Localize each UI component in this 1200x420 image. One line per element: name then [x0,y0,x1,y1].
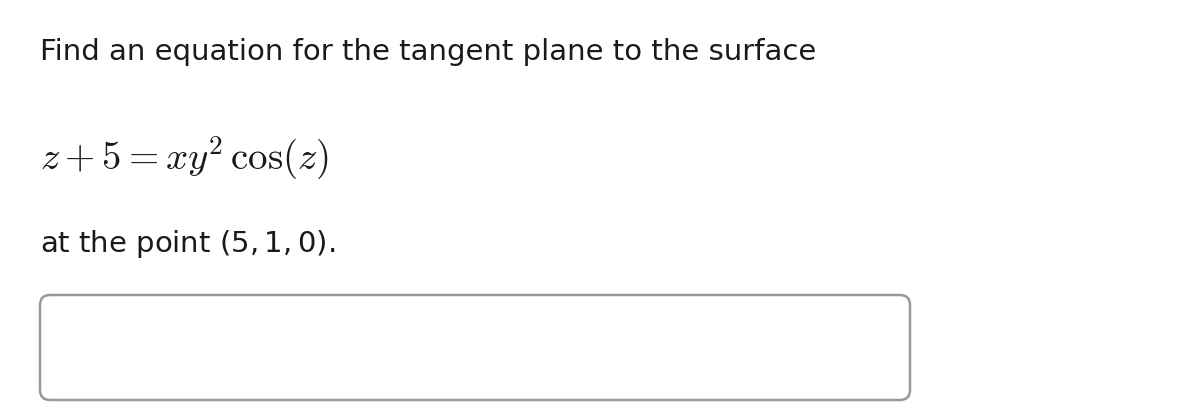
Text: $z + 5 = xy^2\,\mathrm{cos}(z)$: $z + 5 = xy^2\,\mathrm{cos}(z)$ [40,135,329,182]
FancyBboxPatch shape [40,295,910,400]
Text: Find an equation for the tangent plane to the surface: Find an equation for the tangent plane t… [40,38,816,66]
Text: at the point $(5, 1, 0).$: at the point $(5, 1, 0).$ [40,228,336,260]
